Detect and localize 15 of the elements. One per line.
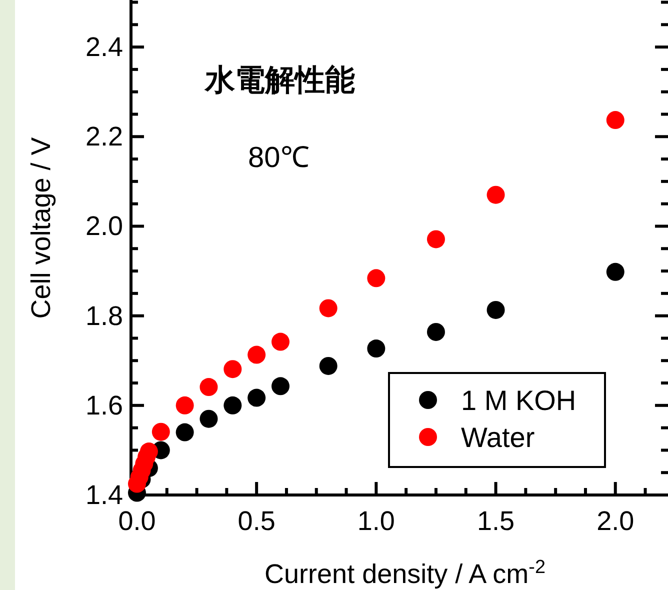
y-tick-label: 1.6	[85, 390, 123, 420]
y-tick-label: 2.0	[85, 211, 123, 242]
text: 水電解性能	[204, 64, 355, 97]
x-tick-label: 1.0	[357, 506, 395, 536]
y-tick-label: 1.8	[85, 300, 123, 331]
legend-label: Water	[461, 422, 535, 453]
x-tick-label: 1.5	[477, 506, 515, 536]
y-axis-title: Cell voltage / V	[26, 137, 56, 319]
x-tick-label: 2.0	[596, 506, 634, 536]
x-tick-label: 0.5	[238, 506, 276, 536]
x-axis-title: Current density / A cm$^{-2}$	[264, 556, 546, 589]
annotation: 80℃	[248, 142, 310, 174]
y-tick-label: 2.4	[85, 32, 123, 62]
legend-label: 1 M KOH	[461, 385, 576, 416]
y-tick-label: 2.2	[85, 122, 123, 152]
